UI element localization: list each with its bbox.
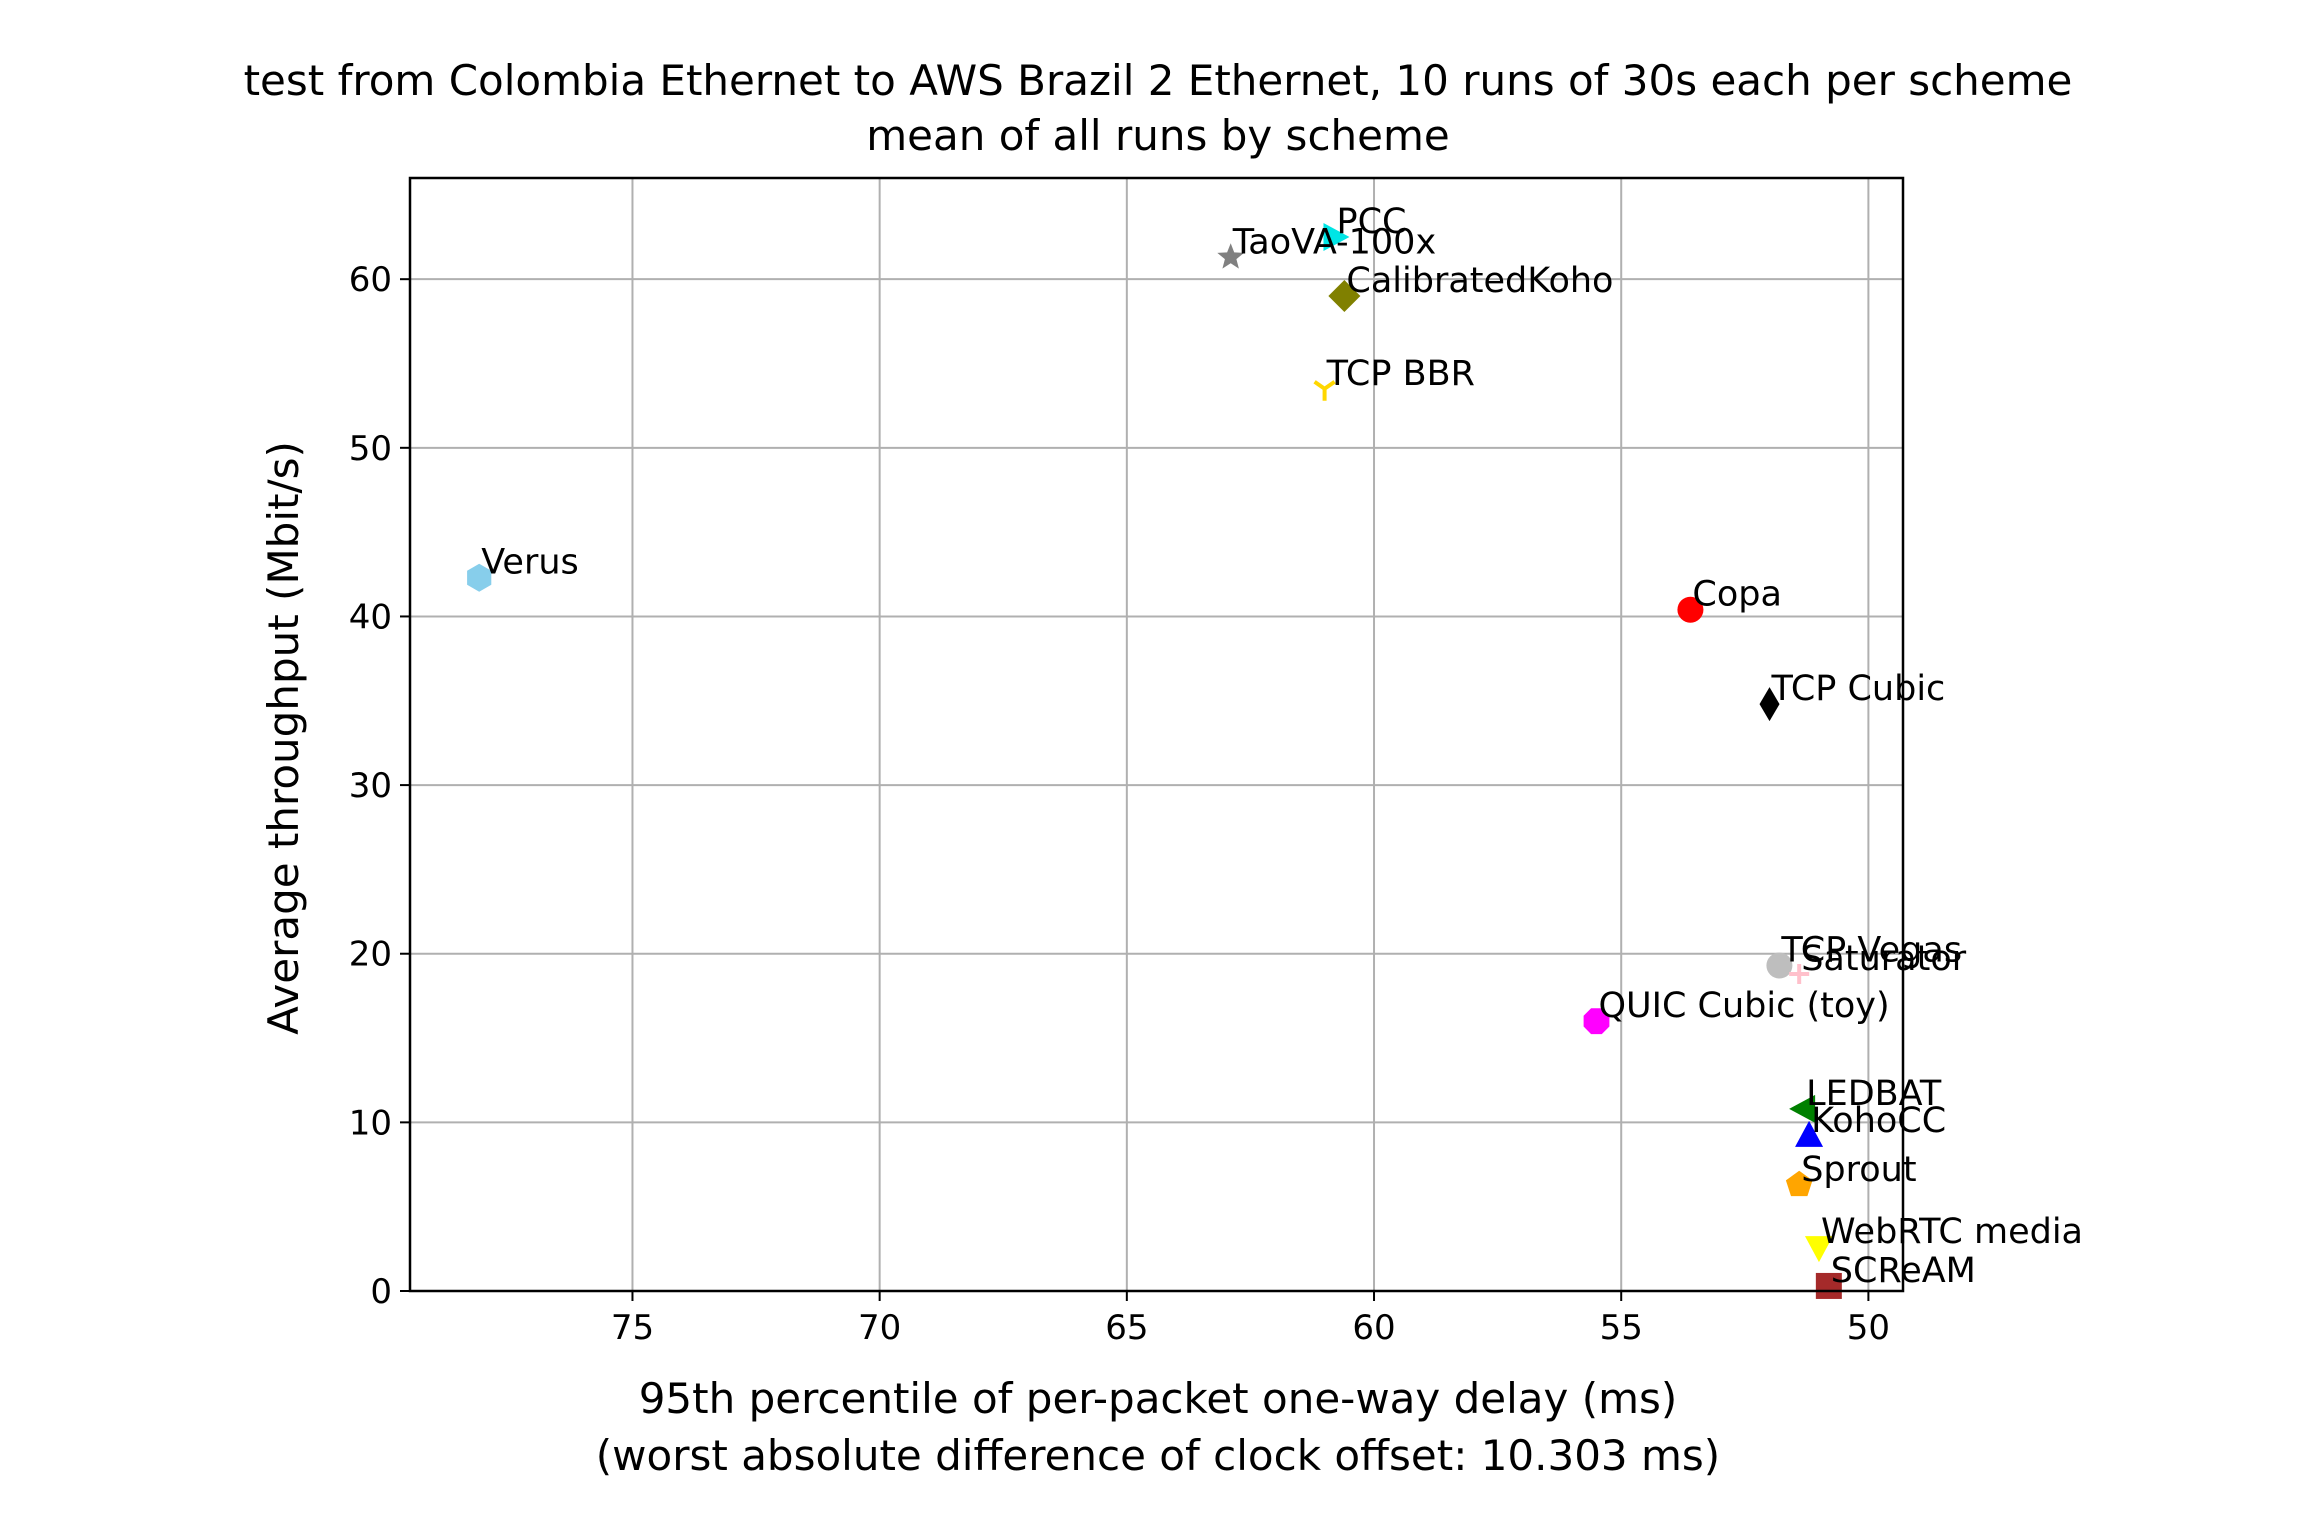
point-label-quic-cubic-toy: QUIC Cubic (toy) xyxy=(1599,986,1890,1026)
point-label-kohocc: KohoCC xyxy=(1811,1101,1946,1141)
y-tick-label: 10 xyxy=(349,1103,392,1143)
point-tcp-cubic xyxy=(1759,687,1780,722)
point-label-tcp-cubic: TCP Cubic xyxy=(1771,669,1946,709)
axis-ticks: 75 70 65 60 55 50 0 10 20 30 40 50 60 xyxy=(349,260,1890,1348)
point-copa xyxy=(1677,596,1704,623)
x-tick-label: 75 xyxy=(611,1308,654,1348)
point-label-tcp-vegas: TCP Vegas xyxy=(1780,931,1962,971)
point-label-pcc: PCC xyxy=(1337,202,1407,242)
x-axis-sublabel: (worst absolute difference of clock offs… xyxy=(596,1431,1720,1480)
chart-subtitle: mean of all runs by scheme xyxy=(866,111,1450,160)
y-tick-label: 20 xyxy=(349,935,392,975)
x-axis-label: 95th percentile of per-packet one-way de… xyxy=(639,1374,1678,1423)
y-axis-label: Average throughput (Mbit/s) xyxy=(259,441,308,1035)
point-label-sprout: Sprout xyxy=(1801,1150,1916,1190)
point-saturator xyxy=(1789,963,1810,984)
point-tcp-vegas xyxy=(1766,952,1793,979)
y-tick-label: 40 xyxy=(349,597,392,637)
point-label-webrtc-media: WebRTC media xyxy=(1821,1212,2083,1252)
point-label-ledbat: LEDBAT xyxy=(1806,1074,1942,1114)
point-calibratedkoho xyxy=(1328,280,1361,313)
x-tick-label: 60 xyxy=(1352,1308,1395,1348)
x-tick-label: 70 xyxy=(858,1308,901,1348)
point-label-saturator: Saturator xyxy=(1801,939,1967,979)
point-verus xyxy=(467,563,492,592)
x-tick-label: 50 xyxy=(1847,1308,1890,1348)
grid xyxy=(410,178,1903,1292)
point-label-calibratedkoho: CalibratedKoho xyxy=(1346,261,1613,301)
plot-frame xyxy=(408,176,1905,1293)
y-tick-label: 30 xyxy=(349,766,392,806)
point-quic-cubic-toy xyxy=(1583,1008,1610,1035)
y-tick-label: 50 xyxy=(349,429,392,469)
point-taova-100x xyxy=(1217,243,1244,269)
point-label-copa: Copa xyxy=(1692,575,1782,615)
point-label-tcp-bbr: TCP BBR xyxy=(1326,354,1475,394)
y-tick-label: 0 xyxy=(370,1272,392,1312)
point-sprout xyxy=(1785,1170,1813,1197)
y-tick-label: 60 xyxy=(349,260,392,300)
point-tcp-bbr xyxy=(1313,380,1336,401)
point-ledbat xyxy=(1789,1094,1816,1123)
point-label-taova-100x: TaoVA-100x xyxy=(1232,222,1436,262)
point-kohocc xyxy=(1795,1120,1824,1147)
point-label-verus: Verus xyxy=(481,543,579,583)
x-tick-label: 65 xyxy=(1105,1308,1148,1348)
point-webrtc-media xyxy=(1804,1236,1833,1263)
x-tick-label: 55 xyxy=(1600,1308,1643,1348)
chart-title: test from Colombia Ethernet to AWS Brazi… xyxy=(244,56,2073,105)
point-pcc xyxy=(1323,223,1350,252)
data-points xyxy=(467,223,1842,1299)
point-scream xyxy=(1815,1272,1842,1299)
